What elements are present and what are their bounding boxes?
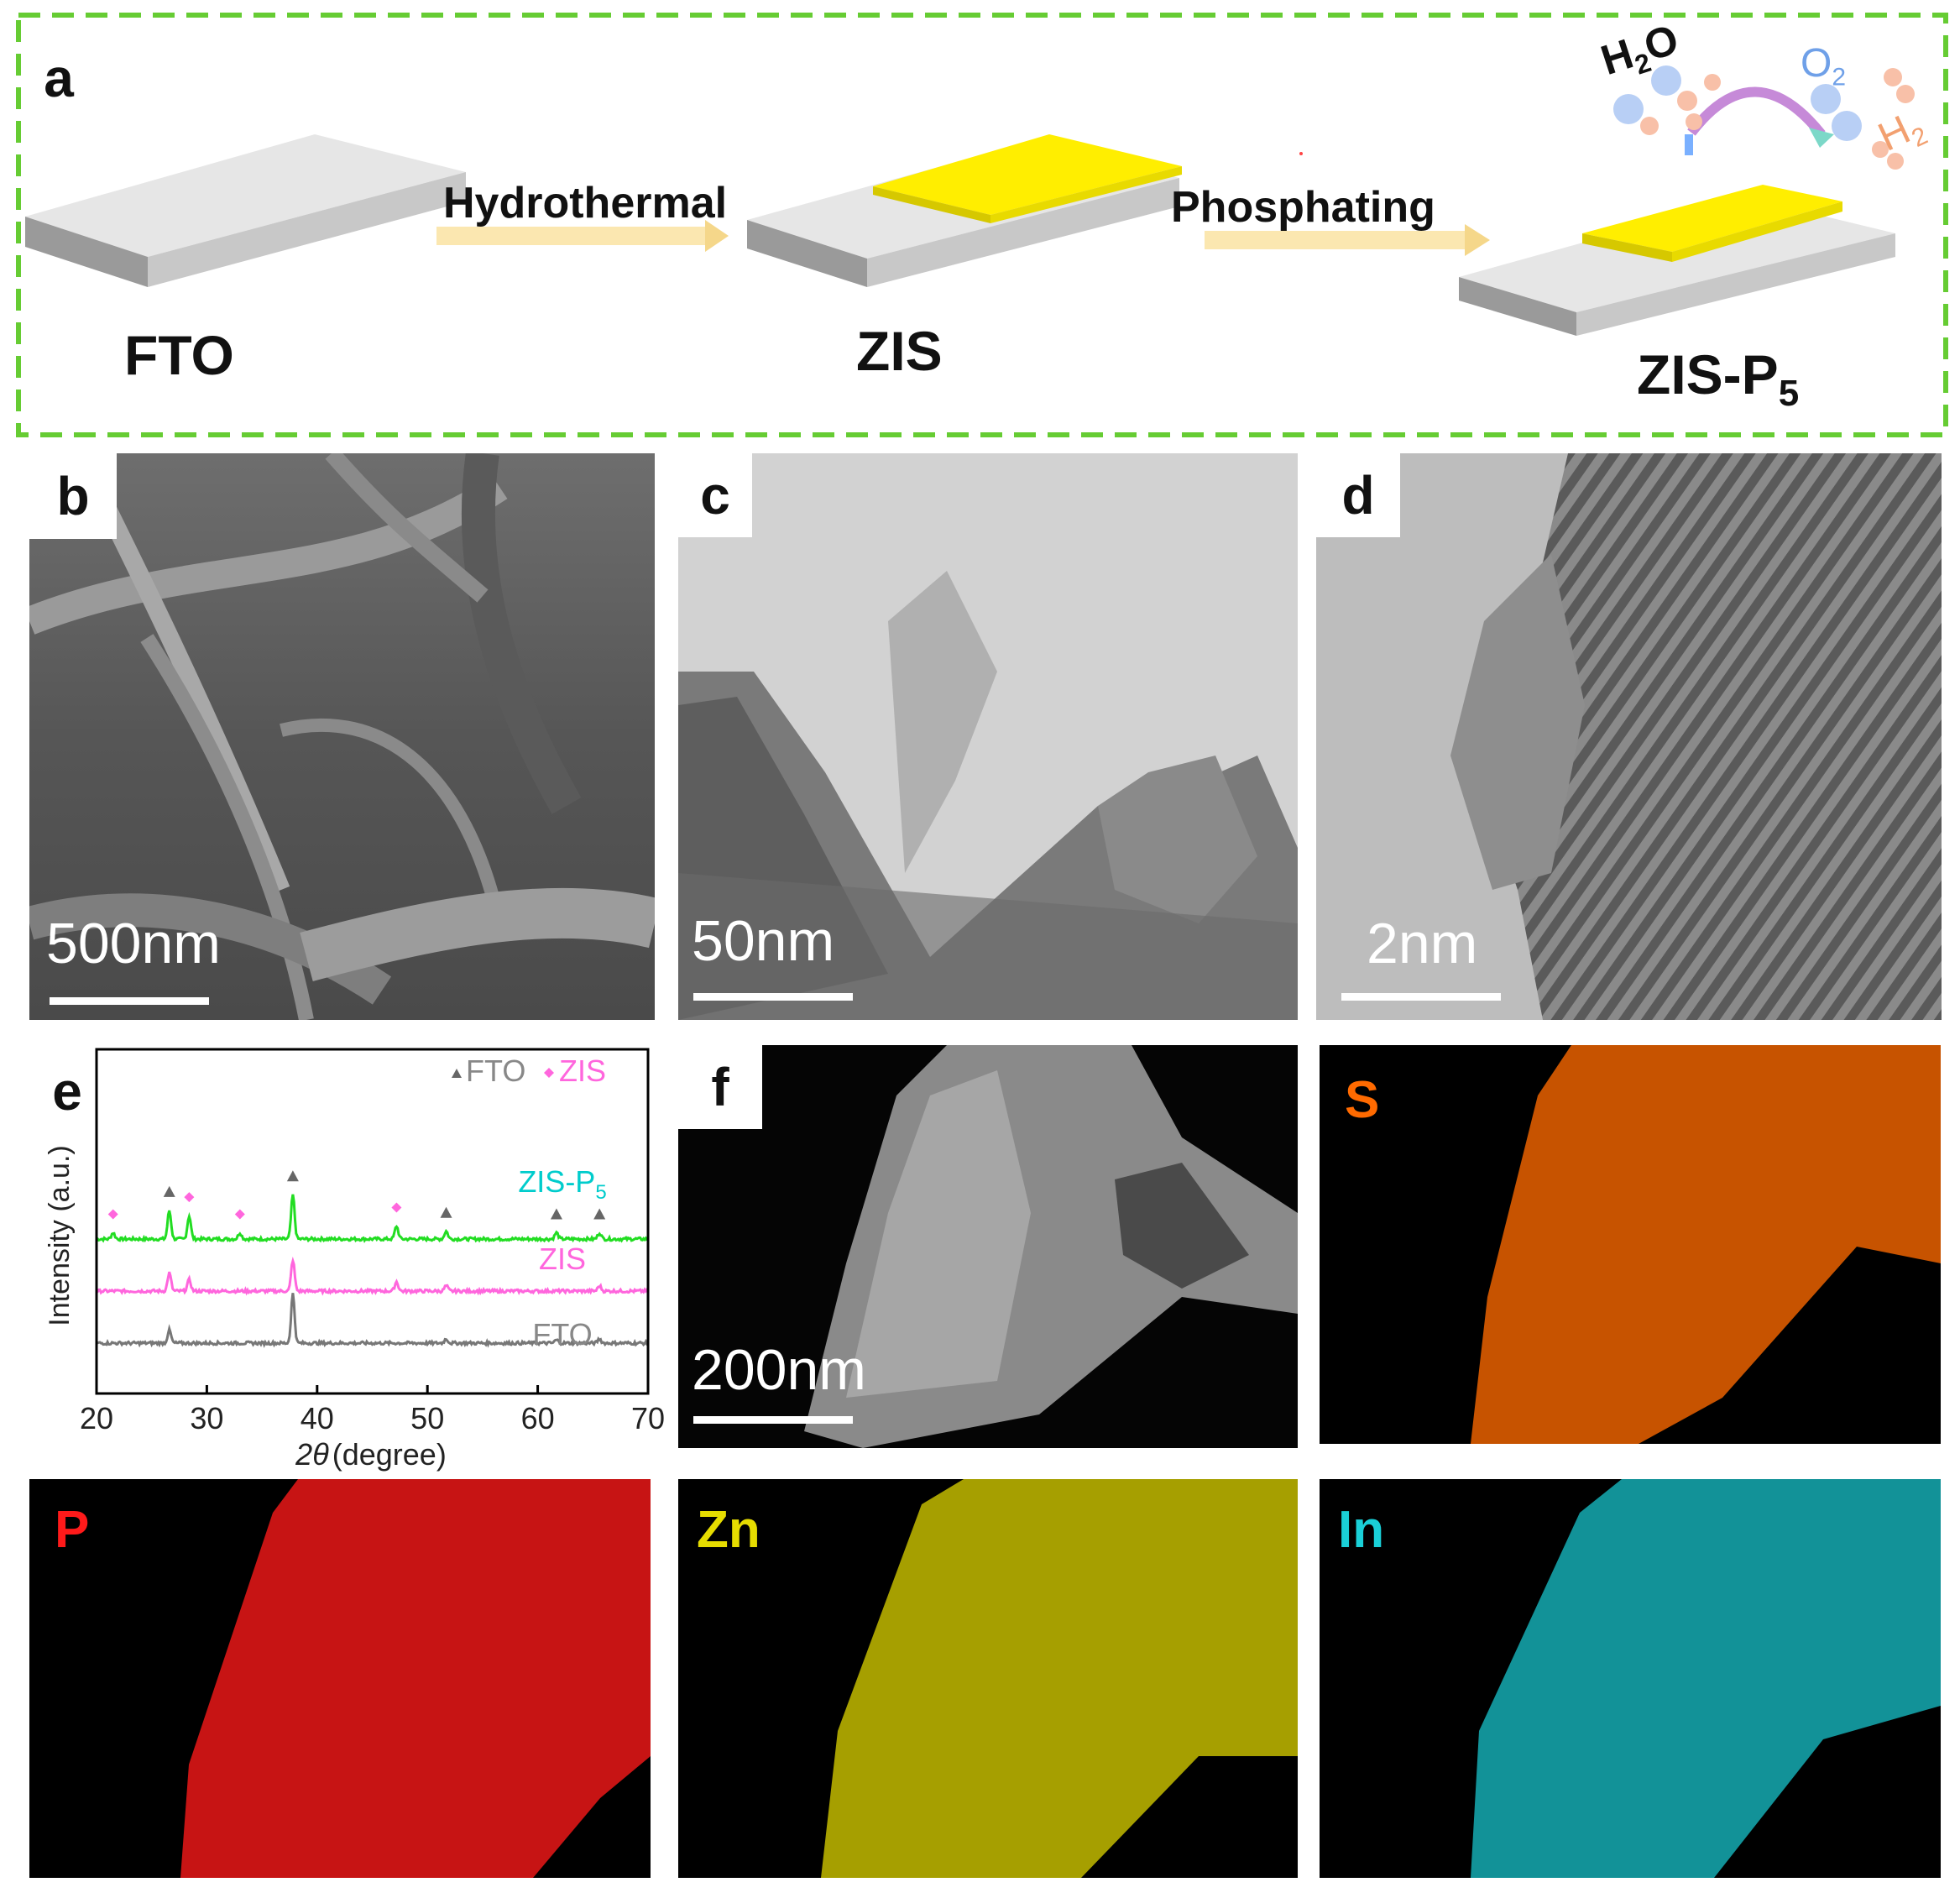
o2-sub: 2	[1832, 63, 1847, 92]
xrd-series-1-line	[96, 1194, 649, 1243]
xrd-plot: Intensity (a.u.) ZIS-P5 ZIS FTO 20 30 40 50 60…	[44, 1048, 665, 1472]
xrd-series-1-label: ZIS-P5	[518, 1164, 606, 1204]
water-splitting-illustration	[1299, 65, 1915, 170]
eds-map-in: In	[1320, 1479, 1941, 1878]
p-distribution	[180, 1479, 651, 1878]
zisp5-label-base: ZIS-P	[1637, 343, 1779, 405]
panel-f-scale-label: 200nm	[692, 1338, 866, 1402]
zisp5-slab	[1459, 185, 1895, 336]
o2-label: O2	[1801, 40, 1846, 92]
hydrothermal-arrow	[436, 220, 729, 252]
xrd-fto-marker-2	[286, 1170, 299, 1182]
xrd-xtick-label-3: 40	[301, 1401, 334, 1435]
panel-c-scale-label: 50nm	[692, 909, 835, 973]
xrd-series-3-label: FTO	[532, 1317, 592, 1352]
xrd-legend: FTO ZIS	[452, 1054, 606, 1088]
xrd-axes-frame	[95, 1048, 650, 1395]
legend-zis-label: ZIS	[559, 1054, 606, 1088]
xrd-series-1-label-sub: 5	[595, 1181, 606, 1204]
legend-fto-marker	[452, 1069, 462, 1078]
panel-d-letter: d	[1316, 453, 1400, 537]
xrd-xtick-layer: 20 30 40 50 60 70	[80, 1385, 665, 1435]
o2-base: O	[1801, 41, 1832, 86]
eds-map-p: P	[29, 1479, 651, 1878]
phosphating-label: Phosphating	[1171, 183, 1435, 232]
panel-d-scale-bar	[1341, 993, 1501, 1001]
xrd-series-2-line	[96, 1256, 650, 1296]
xrd-xtick-label-1: 20	[80, 1401, 113, 1435]
zisp5-label-sub: 5	[1778, 373, 1800, 415]
panel-e-xrd-chart: e Intensity (a.u.) ZIS-P5 ZIS FTO 20 30 40 50…	[25, 1041, 680, 1477]
xrd-xlabel-unit: (degree)	[332, 1437, 447, 1472]
eds-map-zn-label: Zn	[697, 1501, 760, 1559]
eds-map-s: S	[1320, 1045, 1941, 1444]
in-distribution	[1471, 1479, 1941, 1878]
legend-zis-marker	[544, 1068, 554, 1078]
panel-c-tem-image: c 50nm	[678, 453, 1298, 1020]
xrd-series-layer: ZIS-P5 ZIS FTO	[96, 1164, 650, 1352]
zis-slab	[747, 134, 1182, 287]
xrd-xtick-label-4: 50	[410, 1401, 444, 1435]
xrd-xtick-label-6: 70	[631, 1401, 665, 1435]
xrd-fto-marker-4	[550, 1208, 562, 1220]
xrd-series-3-label-base: FTO	[532, 1317, 592, 1352]
xrd-zis-marker-3	[234, 1209, 245, 1220]
panel-b-letter: b	[29, 453, 117, 539]
panel-a-letter: a	[44, 48, 74, 108]
xrd-zis-marker-2	[184, 1192, 195, 1203]
xrd-fto-marker-1	[163, 1185, 175, 1197]
panel-e-letter: e	[52, 1061, 82, 1122]
eds-map-in-label: In	[1338, 1501, 1385, 1559]
zis-label: ZIS	[856, 320, 943, 382]
haadf-particle	[804, 1045, 1298, 1448]
xrd-marker-layer	[107, 1170, 606, 1220]
hrtem-lattice-fringes	[1450, 453, 1942, 1020]
zn-distribution	[821, 1479, 1298, 1878]
hydrothermal-label: Hydrothermal	[443, 179, 728, 227]
panel-d-hrtem-image: d 2nm	[1316, 453, 1942, 1020]
eds-map-s-label: S	[1345, 1071, 1380, 1129]
panel-f-haadf-image: f 200nm	[678, 1045, 1298, 1448]
sem-nanosheets	[29, 453, 655, 1020]
xrd-fto-marker-3	[440, 1206, 452, 1218]
xrd-xtick-label-2: 30	[190, 1401, 223, 1435]
xrd-xlabel-symbol: 2θ	[295, 1437, 329, 1472]
xrd-series-3-line	[96, 1293, 649, 1348]
panel-b-scale-bar	[50, 997, 209, 1005]
fto-slab	[25, 134, 466, 287]
xrd-fto-marker-5	[593, 1208, 606, 1220]
xrd-series-2-label: ZIS	[539, 1242, 586, 1276]
xrd-ylabel: Intensity (a.u.)	[44, 1145, 76, 1325]
tem-flakes	[678, 571, 1298, 1020]
panel-d-scale-label: 2nm	[1367, 912, 1478, 975]
xrd-ylabel-group: Intensity (a.u.)	[44, 1145, 76, 1325]
xrd-xtick-label-5: 60	[521, 1401, 555, 1435]
xrd-series-1-label-base: ZIS-P	[518, 1164, 595, 1199]
fto-label: FTO	[124, 324, 234, 386]
panel-a-schematic: a Hydrothermal Phosphating FTO ZIS ZIS-P…	[0, 0, 1960, 445]
eds-map-zn: Zn	[678, 1479, 1298, 1878]
panel-b-scale-label: 500nm	[46, 912, 221, 975]
legend-fto-label: FTO	[466, 1054, 525, 1088]
xrd-series-2-label-base: ZIS	[539, 1242, 586, 1276]
phosphating-arrow	[1205, 224, 1490, 256]
panel-f-scale-bar	[693, 1416, 853, 1424]
zisp5-label: ZIS-P5	[1637, 342, 1799, 415]
s-distribution	[1471, 1045, 1941, 1444]
xrd-xlabel: 2θ (degree)	[295, 1437, 447, 1472]
panel-f-letter: f	[678, 1045, 762, 1129]
panel-c-scale-bar	[693, 993, 853, 1001]
panel-b-sem-image: b 500nm	[29, 453, 655, 1020]
xrd-zis-marker-4	[391, 1202, 402, 1213]
panel-a-frame	[16, 13, 1948, 437]
xrd-zis-marker-1	[107, 1209, 118, 1220]
panel-c-letter: c	[678, 453, 752, 537]
eds-map-p-label: P	[55, 1501, 90, 1559]
